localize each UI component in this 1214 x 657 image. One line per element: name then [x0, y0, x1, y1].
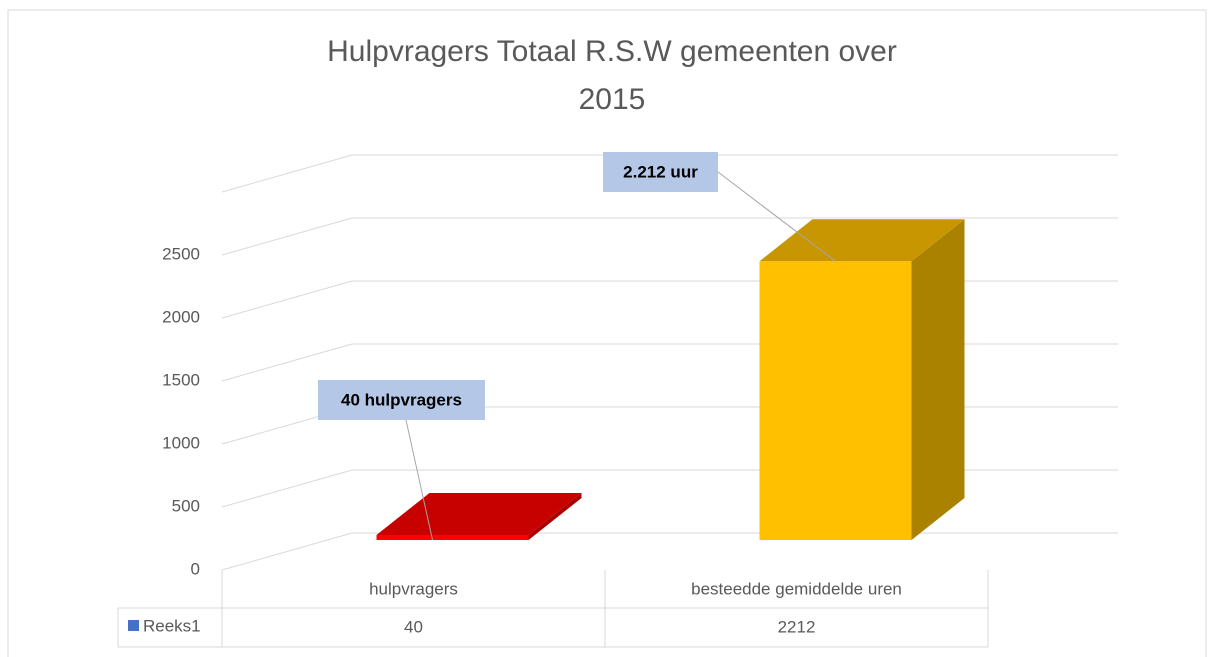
- grid-line: [221, 217, 353, 256]
- bar-front: [759, 261, 912, 541]
- bar-top: [759, 219, 965, 262]
- bar-top: [376, 492, 582, 535]
- chart-frame: [7, 9, 1207, 657]
- x-tick-label: besteedde gemiddelde uren: [691, 579, 902, 598]
- callout-leader: [717, 171, 836, 262]
- bar-front: [376, 534, 529, 541]
- y-tick-label: 1000: [162, 433, 200, 452]
- data-label: 2.212 uur: [623, 162, 698, 181]
- bar-side: [528, 492, 582, 540]
- y-tick-label: 500: [172, 496, 200, 515]
- wall-top: [221, 154, 353, 193]
- legend-label: Reeks1: [143, 616, 201, 635]
- y-tick-label: 0: [191, 559, 200, 578]
- callout-box: [318, 380, 485, 420]
- y-tick-label: 2500: [162, 244, 200, 263]
- table-value: 40: [404, 617, 423, 636]
- grid-line: [221, 343, 353, 382]
- grid-line: [221, 280, 353, 319]
- x-tick-label: hulpvragers: [369, 579, 458, 598]
- bar: [759, 219, 965, 541]
- y-tick-label: 1500: [162, 370, 200, 389]
- callout-leader: [405, 419, 433, 541]
- callout-box: [603, 152, 718, 192]
- bar-side: [911, 219, 965, 540]
- legend-swatch: [128, 620, 139, 631]
- grid-line: [221, 469, 353, 508]
- grid-line: [221, 532, 353, 571]
- table-value: 2212: [778, 617, 816, 636]
- chart-title: Hulpvragers Totaal R.S.W gemeenten over …: [327, 35, 897, 116]
- bar: [376, 492, 582, 541]
- data-label: 40 hulpvragers: [341, 390, 462, 409]
- y-tick-label: 2000: [162, 307, 200, 326]
